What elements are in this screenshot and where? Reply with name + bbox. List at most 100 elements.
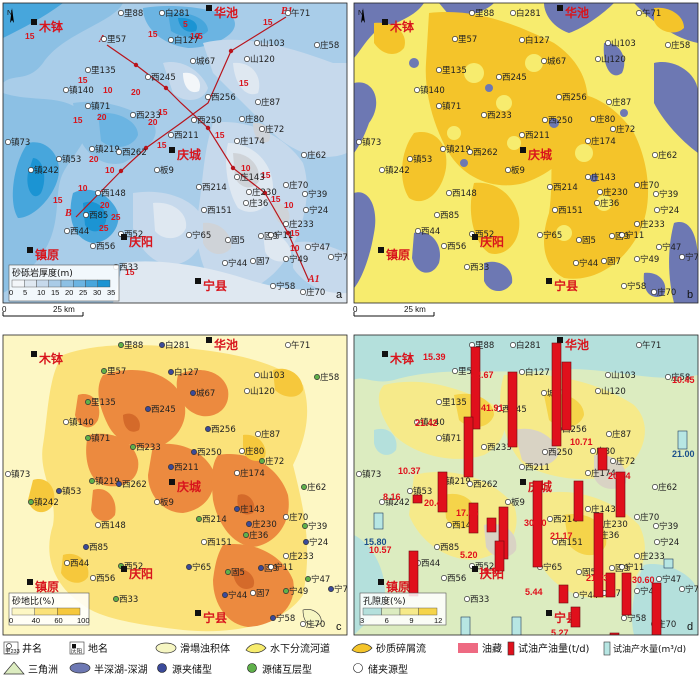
well-marker [63, 419, 69, 425]
well-marker [585, 470, 591, 476]
well-label: 庄72 [265, 456, 284, 467]
well-marker [634, 553, 640, 559]
well-marker [576, 237, 582, 243]
well-marker [519, 37, 525, 43]
oil-production-value: 30.60 [632, 575, 655, 585]
well-label: 镇219 [95, 476, 120, 487]
well-label: 庄174 [240, 468, 265, 479]
legend-srcint: 源储互层型 [247, 663, 312, 676]
well-label: 固7 [256, 589, 270, 599]
well-marker [285, 10, 291, 16]
well-label: 西214 [202, 515, 227, 525]
oil-production-bar [494, 540, 505, 572]
well-label: 西52 [124, 230, 143, 240]
well-marker [63, 87, 69, 93]
well-marker [205, 94, 211, 100]
oil-production-value: 5.44 [525, 587, 543, 597]
place-marker [206, 5, 212, 11]
well-label: 白281 [516, 340, 541, 351]
well-label: 庄72 [616, 456, 635, 467]
well-label: 庄174 [591, 136, 616, 147]
oil-production-bar [437, 471, 448, 513]
oil-production-value: 21.17 [550, 531, 573, 541]
place-marker [557, 337, 563, 343]
well-marker [255, 99, 261, 105]
well-label: 镇242 [34, 497, 59, 508]
panel-letter-c: c [336, 621, 342, 633]
well-label: 西85 [440, 543, 459, 553]
well-marker [434, 212, 440, 218]
well-marker [519, 369, 525, 375]
well-marker [154, 167, 160, 173]
well-marker [636, 10, 642, 16]
place-marker [382, 351, 388, 357]
well-label: 西33 [470, 595, 489, 605]
well-label: 宁47 [311, 574, 330, 585]
well-label: 镇73 [362, 137, 381, 148]
well-label: 山103 [260, 38, 285, 49]
well-label: 宁65 [543, 230, 562, 241]
well-marker [328, 586, 334, 592]
section-endpoint: B [64, 208, 72, 219]
well-marker [496, 406, 502, 412]
well-label: 庄233 [640, 551, 665, 562]
well-marker [250, 258, 256, 264]
place-marker [557, 5, 563, 11]
well-label: 庄230 [603, 519, 628, 530]
well-marker [116, 481, 122, 487]
legend-swatch [85, 279, 98, 288]
scale-bar-left: 0 25 km [2, 305, 84, 317]
oil-production-bar [551, 342, 562, 447]
well-marker [542, 117, 548, 123]
well-marker [634, 182, 640, 188]
thickness-label: 10 [284, 200, 294, 210]
well-marker [186, 232, 192, 238]
well-label: 西148 [101, 521, 126, 531]
oil-production-value: 41.91 [481, 403, 504, 413]
well-label: 西262 [122, 480, 147, 490]
well-marker [314, 374, 320, 380]
place-marker [382, 19, 388, 25]
well-label: 庄87 [612, 429, 631, 440]
well-marker [441, 575, 447, 581]
legend-slump: 滑塌浊积体 [155, 642, 230, 655]
oil-production-bar [468, 502, 479, 534]
oil-production-value: 16.92 [479, 566, 502, 576]
well-marker [379, 499, 385, 505]
well-label: 庄72 [265, 124, 284, 135]
well-label: 庄230 [252, 187, 277, 198]
well-marker [407, 488, 413, 494]
place-label: 镇原 [386, 579, 410, 594]
well-marker [610, 458, 616, 464]
oil-production-bar [470, 346, 481, 430]
well-label: 宁71 [685, 252, 700, 263]
well-label: 庄70 [657, 619, 676, 630]
well-label: 西52 [124, 562, 143, 572]
well-label: 西233 [487, 443, 512, 453]
well-label: 西256 [211, 93, 236, 103]
well-label: 西262 [473, 148, 498, 158]
well-label: 镇71 [442, 433, 461, 444]
well-label: 庄62 [658, 150, 677, 161]
well-label: 固5 [582, 568, 596, 578]
well-label: 宁71 [685, 584, 700, 595]
well-marker [436, 435, 442, 441]
well-label: 庄87 [261, 429, 280, 440]
well-marker [594, 200, 600, 206]
well-label: 庄70 [306, 287, 325, 298]
well-marker [89, 146, 95, 152]
well-marker [89, 478, 95, 484]
scale-bar-right: 0 25 km [353, 305, 435, 317]
well-label: 西262 [122, 148, 147, 158]
legend-swatch [418, 607, 438, 616]
well-label: 固7 [607, 257, 621, 267]
legend-deeplake-label: 半深湖-深湖 [94, 663, 148, 676]
oil-production-value: 21.33 [586, 573, 609, 583]
well-marker [225, 237, 231, 243]
oil-production-bar [532, 480, 543, 568]
well-label: 宁39 [308, 189, 327, 200]
well-label: 午71 [291, 340, 310, 351]
well-label: 西56 [447, 242, 466, 252]
well-marker [665, 374, 671, 380]
